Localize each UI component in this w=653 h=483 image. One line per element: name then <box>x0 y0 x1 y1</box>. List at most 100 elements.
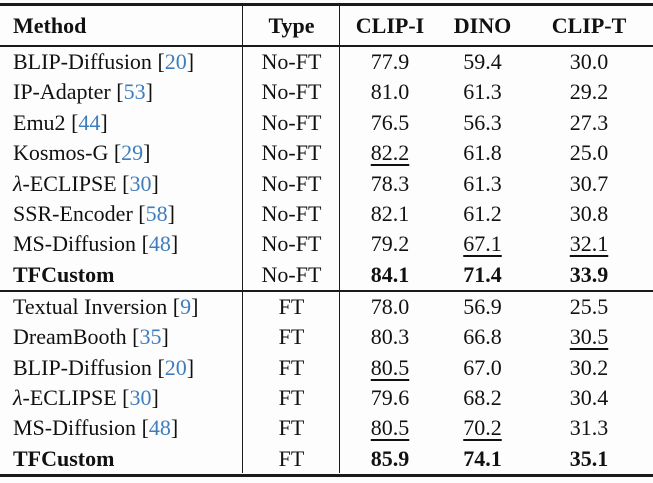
method-cell: MS-Diffusion [48] <box>0 233 243 255</box>
method-name: λ-ECLIPSE <box>13 385 117 411</box>
citation-link[interactable]: [9] <box>172 293 199 319</box>
header-clip-t: CLIP-T <box>551 12 627 38</box>
metric-cell: 82.1 <box>370 200 410 226</box>
metric-cell: 32.1 <box>525 233 653 255</box>
method-name: MS-Diffusion <box>13 415 137 441</box>
table-row: λ-ECLIPSE [30] No-FT 78.3 61.3 30.7 <box>0 168 653 198</box>
metric-cell: 67.1 <box>440 233 525 255</box>
citation-link[interactable]: [29] <box>113 140 151 166</box>
type-cell: No-FT <box>261 170 322 196</box>
citation-number[interactable]: 20 <box>164 48 187 74</box>
metric-cell: 30.7 <box>569 170 609 196</box>
method-name: Emu2 <box>13 109 66 135</box>
metric-cell: 82.2 <box>340 142 440 164</box>
citation-link[interactable]: [48] <box>141 415 179 441</box>
table-row: SSR-Encoder [58] No-FT 82.1 61.2 30.8 <box>0 199 653 229</box>
metric-cell: 30.4 <box>569 385 609 411</box>
method-cell: Textual Inversion [9] <box>0 293 243 319</box>
method-cell: IP-Adapter [53] <box>0 81 243 103</box>
metric-cell: 79.6 <box>370 385 410 411</box>
metric-value-underlined: 32.1 <box>569 231 609 257</box>
metric-cell: 70.2 <box>440 417 525 439</box>
citation-link[interactable]: [35] <box>132 324 169 350</box>
table-row: Kosmos-G [29] No-FT 82.2 61.8 25.0 <box>0 138 653 168</box>
header-type: Type <box>268 12 315 38</box>
citation-number[interactable]: 44 <box>78 109 101 135</box>
citation-number[interactable]: 58 <box>145 200 168 226</box>
metric-cell: 25.5 <box>569 293 609 319</box>
metric-value-underlined: 82.2 <box>370 140 410 166</box>
metric-cell: 27.3 <box>569 109 609 135</box>
vertical-rule-method-type <box>242 6 244 473</box>
type-cell: FT <box>278 354 305 380</box>
citation-number[interactable]: 29 <box>121 140 144 166</box>
method-cell: BLIP-Diffusion [20] <box>0 48 243 74</box>
table-row: λ-ECLIPSE [30] FT 79.6 68.2 30.4 <box>0 383 653 413</box>
metric-cell: 71.4 <box>463 261 502 287</box>
type-cell: FT <box>278 324 305 350</box>
table-row: TFCustom No-FT 84.1 71.4 33.9 <box>0 260 653 290</box>
metric-cell: 30.2 <box>569 354 609 380</box>
citation-link[interactable]: [58] <box>138 200 175 226</box>
method-name: TFCustom <box>13 261 115 287</box>
method-cell: Kosmos-G [29] <box>0 142 243 164</box>
type-cell: FT <box>278 415 305 441</box>
metric-cell: 76.5 <box>370 109 410 135</box>
method-name: IP-Adapter <box>13 79 111 105</box>
citation-link[interactable]: [30] <box>122 170 159 196</box>
metric-cell: 81.0 <box>370 79 410 105</box>
citation-number[interactable]: 35 <box>139 324 162 350</box>
citation-number[interactable]: 20 <box>164 354 187 380</box>
metric-cell: 61.3 <box>463 79 502 105</box>
method-cell: DreamBooth [35] <box>0 326 243 348</box>
metric-cell: 30.0 <box>569 48 609 74</box>
metric-cell: 25.0 <box>569 140 609 166</box>
metric-cell: 33.9 <box>569 261 609 287</box>
method-name: Textual Inversion <box>13 293 168 319</box>
metric-cell: 85.9 <box>370 445 410 471</box>
type-cell: FT <box>278 445 305 471</box>
metric-value-underlined: 80.5 <box>370 354 410 380</box>
type-cell: No-FT <box>261 109 322 135</box>
metric-cell: 61.3 <box>463 170 502 196</box>
lambda-glyph: λ <box>13 170 23 196</box>
citation-number[interactable]: 30 <box>129 385 152 411</box>
metric-cell: 35.1 <box>569 445 609 471</box>
section-separator-rule <box>0 289 653 292</box>
section-finetune: Textual Inversion [9] FT 78.0 56.9 25.5 Dream… <box>0 292 653 474</box>
citation-number[interactable]: 53 <box>123 79 146 105</box>
header-method: Method <box>13 12 87 38</box>
metric-cell: 80.5 <box>340 354 440 380</box>
type-cell: No-FT <box>261 231 322 257</box>
method-cell: MS-Diffusion [48] <box>0 417 243 439</box>
method-cell: Emu2 [44] <box>0 109 243 135</box>
metric-value-underlined: 70.2 <box>463 415 502 441</box>
citation-link[interactable]: [20] <box>157 48 195 74</box>
metric-cell: 30.8 <box>569 200 609 226</box>
metric-cell: 79.2 <box>370 231 410 257</box>
table-row: MS-Diffusion [48] No-FT 79.2 67.1 32.1 <box>0 229 653 259</box>
metric-cell: 56.9 <box>463 293 502 319</box>
table-row: DreamBooth [35] FT 80.3 66.8 30.5 <box>0 322 653 352</box>
method-cell: TFCustom <box>0 447 243 470</box>
citation-link[interactable]: [20] <box>157 354 195 380</box>
table-header-row: Method Type CLIP-I DINO CLIP-T <box>0 6 653 45</box>
citation-link[interactable]: [48] <box>141 231 179 257</box>
citation-number[interactable]: 48 <box>148 231 171 257</box>
citation-number[interactable]: 9 <box>180 293 192 319</box>
citation-link[interactable]: [30] <box>122 385 159 411</box>
metric-cell: 68.2 <box>463 385 502 411</box>
method-name: BLIP-Diffusion <box>13 354 152 380</box>
table-row: MS-Diffusion [48] FT 80.5 70.2 31.3 <box>0 413 653 443</box>
citation-link[interactable]: [53] <box>116 79 153 105</box>
method-cell: λ-ECLIPSE [30] <box>0 387 243 409</box>
citation-number[interactable]: 48 <box>148 415 171 441</box>
method-cell: SSR-Encoder [58] <box>0 200 243 226</box>
citation-number[interactable]: 30 <box>129 170 152 196</box>
method-name: MS-Diffusion <box>13 231 137 257</box>
table-row: Emu2 [44] No-FT 76.5 56.3 27.3 <box>0 108 653 138</box>
method-name: BLIP-Diffusion <box>13 48 152 74</box>
table-row: BLIP-Diffusion [20] No-FT 77.9 59.4 30.0 <box>0 47 653 77</box>
citation-link[interactable]: [44] <box>71 109 108 135</box>
